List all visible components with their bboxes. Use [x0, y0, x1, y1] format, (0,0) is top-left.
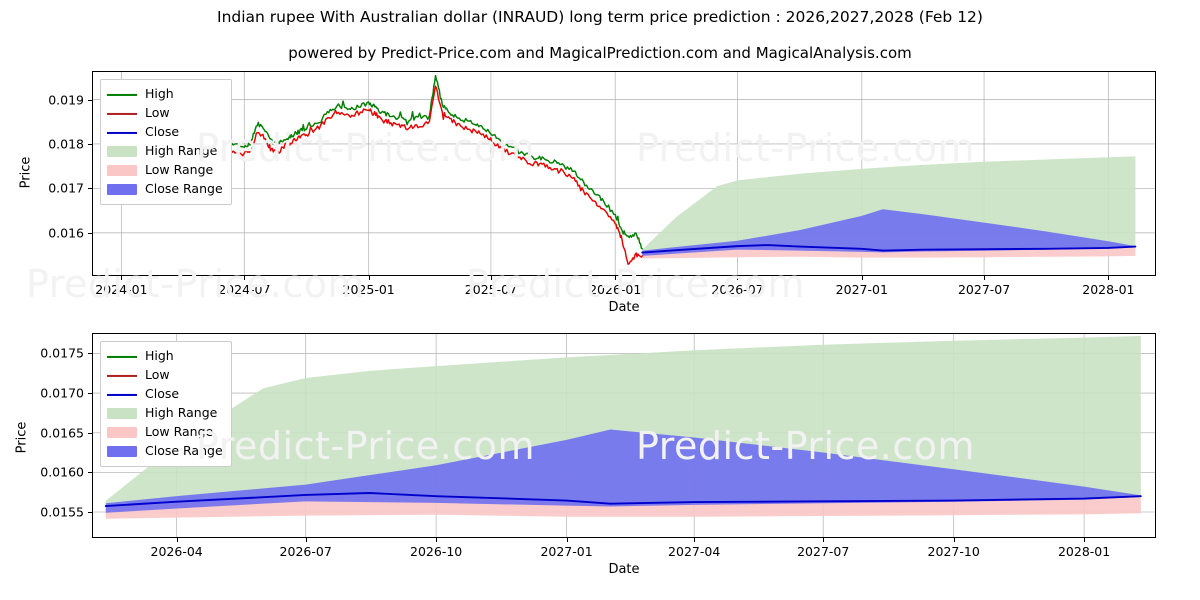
xtick-label: 2025-01 — [342, 282, 395, 297]
legend-swatch-icon — [107, 184, 137, 195]
ytick-mark — [88, 99, 92, 101]
ytick-label: 0.017 — [48, 180, 84, 196]
legend-item-low-range[interactable]: Low Range — [107, 423, 223, 442]
ytick-mark — [88, 472, 92, 474]
xtick-mark — [615, 276, 617, 280]
xtick-label: 2027-04 — [668, 544, 721, 559]
xtick-mark — [1084, 538, 1086, 542]
legend-item-label: Low — [145, 367, 170, 383]
xtick-mark — [244, 276, 246, 280]
xtick-label: 2026-10 — [410, 544, 463, 559]
legend-item-close-range[interactable]: Close Range — [107, 442, 223, 461]
legend-item-high[interactable]: High — [107, 347, 223, 366]
legend-item-label: Close — [145, 124, 180, 140]
ytick-label: 0.0165 — [40, 425, 84, 441]
legend-item-close[interactable]: Close — [107, 385, 223, 404]
xtick-label: 2026-01 — [589, 282, 642, 297]
xtick-label: 2027-07 — [957, 282, 1011, 297]
xtick-label: 2028-01 — [1057, 544, 1111, 559]
xtick-mark — [861, 276, 863, 280]
bottom-chart-plot-area — [92, 333, 1156, 538]
legend-swatch-icon — [107, 89, 137, 101]
ytick-label: 0.0170 — [40, 385, 84, 401]
top-chart-legend[interactable]: High Low Close High Range Low Range Close Ran… — [100, 79, 232, 205]
legend-item-label: High Range — [145, 405, 218, 421]
legend-swatch-icon — [107, 146, 137, 157]
xtick-label: 2026-07 — [279, 544, 332, 559]
ytick-label: 0.0175 — [40, 345, 84, 361]
legend-item-low-range[interactable]: Low Range — [107, 161, 223, 180]
xtick-label: 2025-07 — [464, 282, 518, 297]
legend-item-close[interactable]: Close — [107, 123, 223, 142]
ytick-mark — [88, 393, 92, 395]
legend-swatch-icon — [107, 127, 137, 139]
ytick-label: 0.019 — [48, 92, 84, 108]
ytick-mark — [88, 232, 92, 234]
legend-swatch-icon — [107, 427, 137, 438]
legend-item-label: Low — [145, 105, 170, 121]
xtick-label: 2027-01 — [835, 282, 888, 297]
ytick-label: 0.0155 — [40, 504, 84, 520]
legend-swatch-icon — [107, 389, 137, 401]
xtick-mark — [305, 538, 307, 542]
xtick-mark — [566, 538, 568, 542]
xtick-mark — [368, 276, 370, 280]
top-chart-xlabel: Date — [608, 300, 640, 315]
legend-item-label: Low Range — [145, 162, 214, 178]
xtick-label: 2027-07 — [797, 544, 850, 559]
legend-item-high-range[interactable]: High Range — [107, 142, 223, 161]
legend-item-low[interactable]: Low — [107, 366, 223, 385]
xtick-mark — [436, 538, 438, 542]
xtick-mark — [737, 276, 739, 280]
xtick-label: 2028-01 — [1082, 282, 1135, 297]
top-chart-plot-area — [92, 71, 1156, 276]
ytick-label: 0.016 — [48, 225, 84, 241]
xtick-mark — [176, 538, 178, 542]
xtick-label: 2026-07 — [711, 282, 764, 297]
legend-item-close-range[interactable]: Close Range — [107, 180, 223, 199]
xtick-mark — [694, 538, 696, 542]
legend-swatch-icon — [107, 446, 137, 457]
bottom-chart-xlabel: Date — [608, 562, 640, 577]
ytick-label: 0.018 — [48, 136, 84, 152]
page-title: Indian rupee With Australian dollar (INR… — [217, 8, 983, 26]
legend-item-high-range[interactable]: High Range — [107, 404, 223, 423]
legend-item-label: High Range — [145, 143, 218, 159]
legend-item-high[interactable]: High — [107, 85, 223, 104]
legend-item-low[interactable]: Low — [107, 104, 223, 123]
legend-swatch-icon — [107, 351, 137, 363]
xtick-mark — [121, 276, 123, 280]
xtick-label: 2024-07 — [218, 282, 271, 297]
xtick-mark — [1108, 276, 1110, 280]
ytick-mark — [88, 512, 92, 514]
legend-item-label: High — [145, 348, 174, 364]
xtick-mark — [984, 276, 986, 280]
xtick-label: 2027-01 — [540, 544, 593, 559]
bottom-chart-legend[interactable]: High Low Close High Range Low Range Close Ran… — [100, 341, 232, 467]
xtick-label: 2026-04 — [150, 544, 203, 559]
legend-item-label: Low Range — [145, 424, 214, 440]
legend-swatch-icon — [107, 408, 137, 419]
legend-swatch-icon — [107, 108, 137, 120]
xtick-label: 2024-01 — [95, 282, 148, 297]
legend-swatch-icon — [107, 165, 137, 176]
legend-item-label: Close — [145, 386, 180, 402]
legend-item-label: High — [145, 86, 174, 102]
ytick-mark — [88, 432, 92, 434]
legend-swatch-icon — [107, 370, 137, 382]
xtick-label: 2027-10 — [927, 544, 980, 559]
xtick-mark — [823, 538, 825, 542]
ytick-mark — [88, 143, 92, 145]
xtick-mark — [490, 276, 492, 280]
xtick-mark — [953, 538, 955, 542]
ytick-mark — [88, 188, 92, 190]
ytick-mark — [88, 353, 92, 355]
legend-item-label: Close Range — [145, 443, 223, 459]
page-subtitle: powered by Predict-Price.com and Magical… — [288, 44, 912, 62]
legend-item-label: Close Range — [145, 181, 223, 197]
ytick-label: 0.0160 — [40, 464, 84, 480]
